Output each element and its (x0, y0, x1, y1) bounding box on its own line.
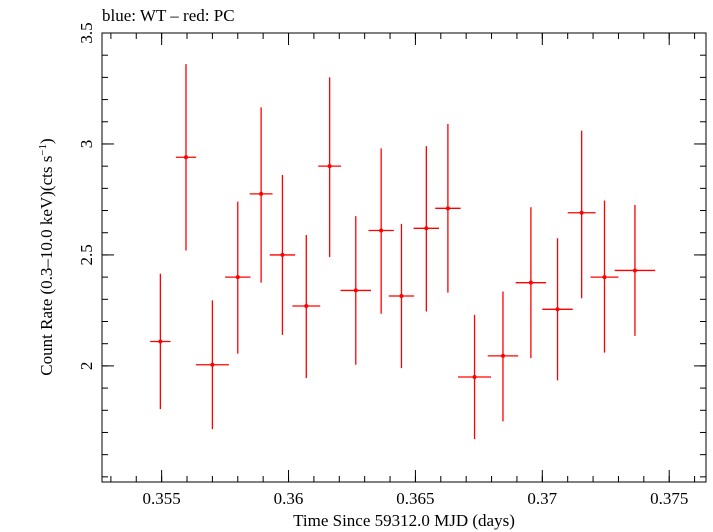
data-point (353, 288, 358, 293)
data-point (184, 155, 189, 160)
data-point (379, 228, 384, 233)
y-tick-label: 2 (77, 362, 96, 371)
y-axis-label-superscript: −1 (37, 144, 49, 156)
data-point (528, 280, 533, 285)
data-point (158, 339, 163, 344)
data-point (327, 164, 332, 169)
data-point (235, 275, 240, 280)
data-point (280, 252, 285, 257)
x-axis-label: Time Since 59312.0 MJD (days) (293, 511, 515, 530)
x-tick-label: 0.355 (143, 489, 181, 508)
minor-ticks (102, 32, 706, 482)
data-point (472, 374, 477, 379)
y-tick-label: 3 (77, 140, 96, 149)
x-tick-labels: 0.355 0.36 0.365 0.37 0.375 (143, 489, 689, 508)
x-tick-label: 0.365 (396, 489, 434, 508)
data-point (399, 293, 404, 298)
x-tick-label: 0.36 (274, 489, 304, 508)
chart-title: blue: WT – red: PC (102, 6, 235, 25)
data-series (150, 64, 656, 440)
data-point (304, 303, 309, 308)
data-point (602, 275, 607, 280)
data-point (424, 226, 429, 231)
y-axis-label: Count Rate (0.3–10.0 keV)(cts s−1) (37, 138, 56, 375)
x-tick-label: 0.375 (650, 489, 688, 508)
data-point (579, 210, 584, 215)
major-ticks (102, 32, 706, 482)
y-tick-labels: 2 2.5 3 3.5 (77, 22, 96, 370)
data-point (555, 307, 560, 312)
data-point (445, 206, 450, 211)
y-tick-label: 2.5 (77, 244, 96, 265)
y-tick-label: 3.5 (77, 22, 96, 43)
y-axis-label-close: ) (37, 138, 56, 144)
data-point (210, 362, 215, 367)
data-point (500, 353, 505, 358)
data-point (259, 191, 264, 196)
x-tick-label: 0.37 (527, 489, 557, 508)
y-axis-label-main: Count Rate (0.3–10.0 keV)(cts s (37, 156, 56, 376)
data-point (632, 268, 637, 273)
plot-frame (101, 32, 707, 483)
